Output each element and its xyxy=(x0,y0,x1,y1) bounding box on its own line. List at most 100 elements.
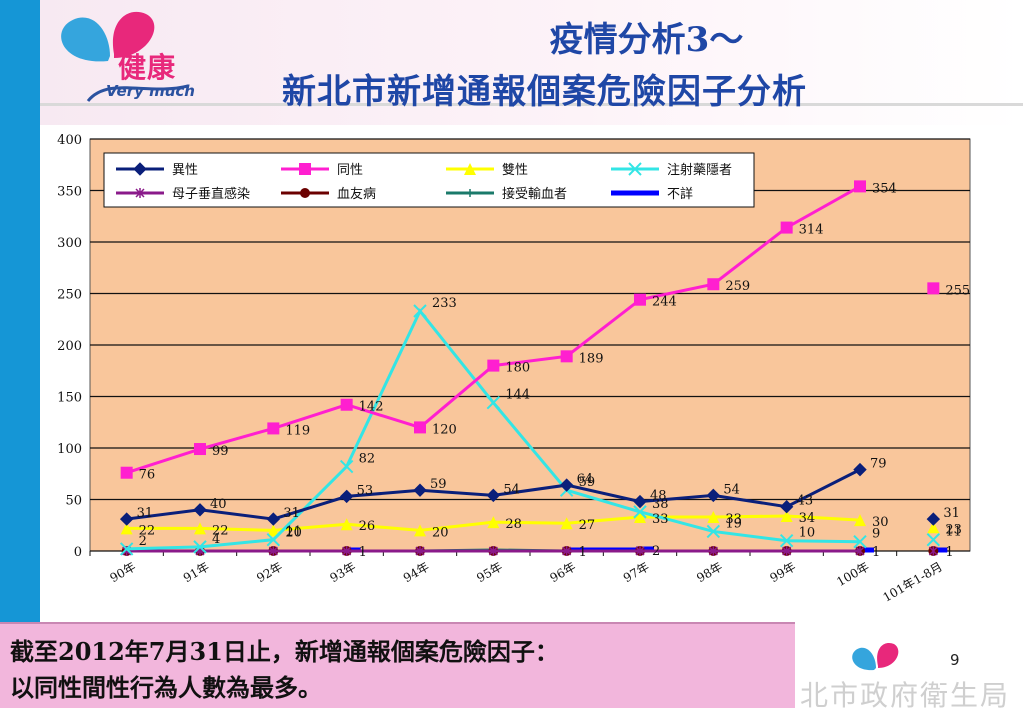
data-label: 120 xyxy=(432,422,457,437)
data-label: 2 xyxy=(652,544,660,559)
data-point xyxy=(464,163,476,175)
legend-box xyxy=(103,152,755,208)
data-point xyxy=(782,546,792,556)
data-point xyxy=(466,189,474,197)
data-point xyxy=(487,516,500,529)
y-tick-label: 350 xyxy=(57,185,82,200)
legend-label: 注射藥隱者 xyxy=(667,162,732,178)
logo-text: 健康 xyxy=(118,51,177,84)
data-label: 43 xyxy=(797,494,814,509)
data-label: 48 xyxy=(650,489,667,504)
data-point xyxy=(300,188,310,198)
data-label: 28 xyxy=(505,517,522,532)
y-tick-label: 300 xyxy=(57,236,82,251)
summary-note-line1: 截至2012年7月31日止，新增通報個案危險因子： xyxy=(10,637,559,666)
data-label: 11 xyxy=(945,525,962,540)
data-point xyxy=(340,518,353,531)
data-point xyxy=(854,180,866,193)
data-point xyxy=(299,163,311,175)
data-label: 22 xyxy=(212,523,229,538)
y-tick-label: 250 xyxy=(57,288,82,303)
data-label: 33 xyxy=(652,512,669,527)
data-label: 119 xyxy=(285,423,310,438)
data-point xyxy=(120,522,133,535)
legend-label: 雙性 xyxy=(502,163,528,178)
x-tick-label: 92年 xyxy=(254,559,285,585)
data-label: 76 xyxy=(139,468,156,483)
summary-note: 截至2012年7月31日止，新增通報個案危險因子： 以同性間性行為人數為最多。 xyxy=(0,622,795,708)
data-point xyxy=(780,509,793,522)
data-label: 4 xyxy=(212,532,220,547)
x-tick-label: 96年 xyxy=(548,559,579,585)
page-number: 9 xyxy=(950,651,960,669)
footer-logo-icon xyxy=(852,642,899,671)
data-point xyxy=(855,546,865,556)
data-label: 244 xyxy=(652,295,677,310)
data-point xyxy=(487,359,500,372)
data-label: 314 xyxy=(799,223,824,238)
data-point xyxy=(928,546,938,556)
data-label: 255 xyxy=(945,283,970,298)
data-point xyxy=(628,162,642,176)
data-point xyxy=(927,282,940,295)
data-point xyxy=(706,488,721,503)
legend-label: 不詳 xyxy=(667,186,693,202)
data-label: 180 xyxy=(505,361,530,376)
y-tick-label: 50 xyxy=(65,494,82,509)
data-point xyxy=(779,500,794,514)
data-label: 354 xyxy=(872,181,897,196)
data-point xyxy=(706,524,721,539)
data-point xyxy=(926,512,941,526)
y-tick-label: 0 xyxy=(74,545,82,560)
data-point xyxy=(560,517,573,530)
data-point xyxy=(853,462,867,477)
data-point xyxy=(634,511,646,524)
data-point xyxy=(120,466,133,479)
data-label: 31 xyxy=(137,506,154,521)
data-point xyxy=(414,421,426,434)
logo-butterfly-right-icon xyxy=(112,11,155,58)
legend-label: 接受輸血者 xyxy=(502,186,567,202)
data-point xyxy=(927,521,940,534)
data-label: 26 xyxy=(359,519,376,534)
data-label: 10 xyxy=(799,526,816,541)
legend-label: 異性 xyxy=(172,163,198,178)
x-tick-label: 95年 xyxy=(474,559,505,585)
data-label: 34 xyxy=(799,511,816,526)
data-label: 9 xyxy=(872,527,880,542)
data-point xyxy=(342,546,352,556)
data-point xyxy=(853,535,867,549)
health-logo xyxy=(61,11,189,103)
data-point xyxy=(926,532,941,547)
data-label: 11 xyxy=(285,525,302,540)
x-tick-label: 94年 xyxy=(401,559,432,585)
data-point xyxy=(486,395,501,410)
data-point xyxy=(414,524,426,537)
data-point xyxy=(488,546,498,556)
data-label: 142 xyxy=(359,400,384,415)
x-tick-label: 91年 xyxy=(181,559,212,585)
y-tick-label: 400 xyxy=(57,133,82,148)
logo-butterfly-left-icon xyxy=(61,17,110,62)
data-label: 1 xyxy=(872,545,880,560)
data-point xyxy=(633,494,647,509)
data-point xyxy=(415,546,425,556)
x-tick-label: 90年 xyxy=(108,559,139,585)
x-tick-label: 98年 xyxy=(694,559,725,585)
header-divider xyxy=(40,103,1023,106)
data-label: 2 xyxy=(139,534,147,549)
data-point xyxy=(779,533,794,548)
data-point xyxy=(854,514,866,527)
x-tick-label: 100年 xyxy=(834,559,871,589)
data-point xyxy=(339,459,354,474)
data-point xyxy=(559,478,574,492)
data-point xyxy=(193,503,207,517)
data-point xyxy=(634,293,646,306)
data-label: 20 xyxy=(432,525,449,540)
summary-note-line2: 以同性間性行為人數為最多。 xyxy=(10,673,322,702)
data-point xyxy=(413,483,427,497)
data-point xyxy=(340,398,353,411)
data-label: 40 xyxy=(210,497,227,512)
data-label: 82 xyxy=(359,452,376,467)
data-label: 233 xyxy=(432,296,457,311)
